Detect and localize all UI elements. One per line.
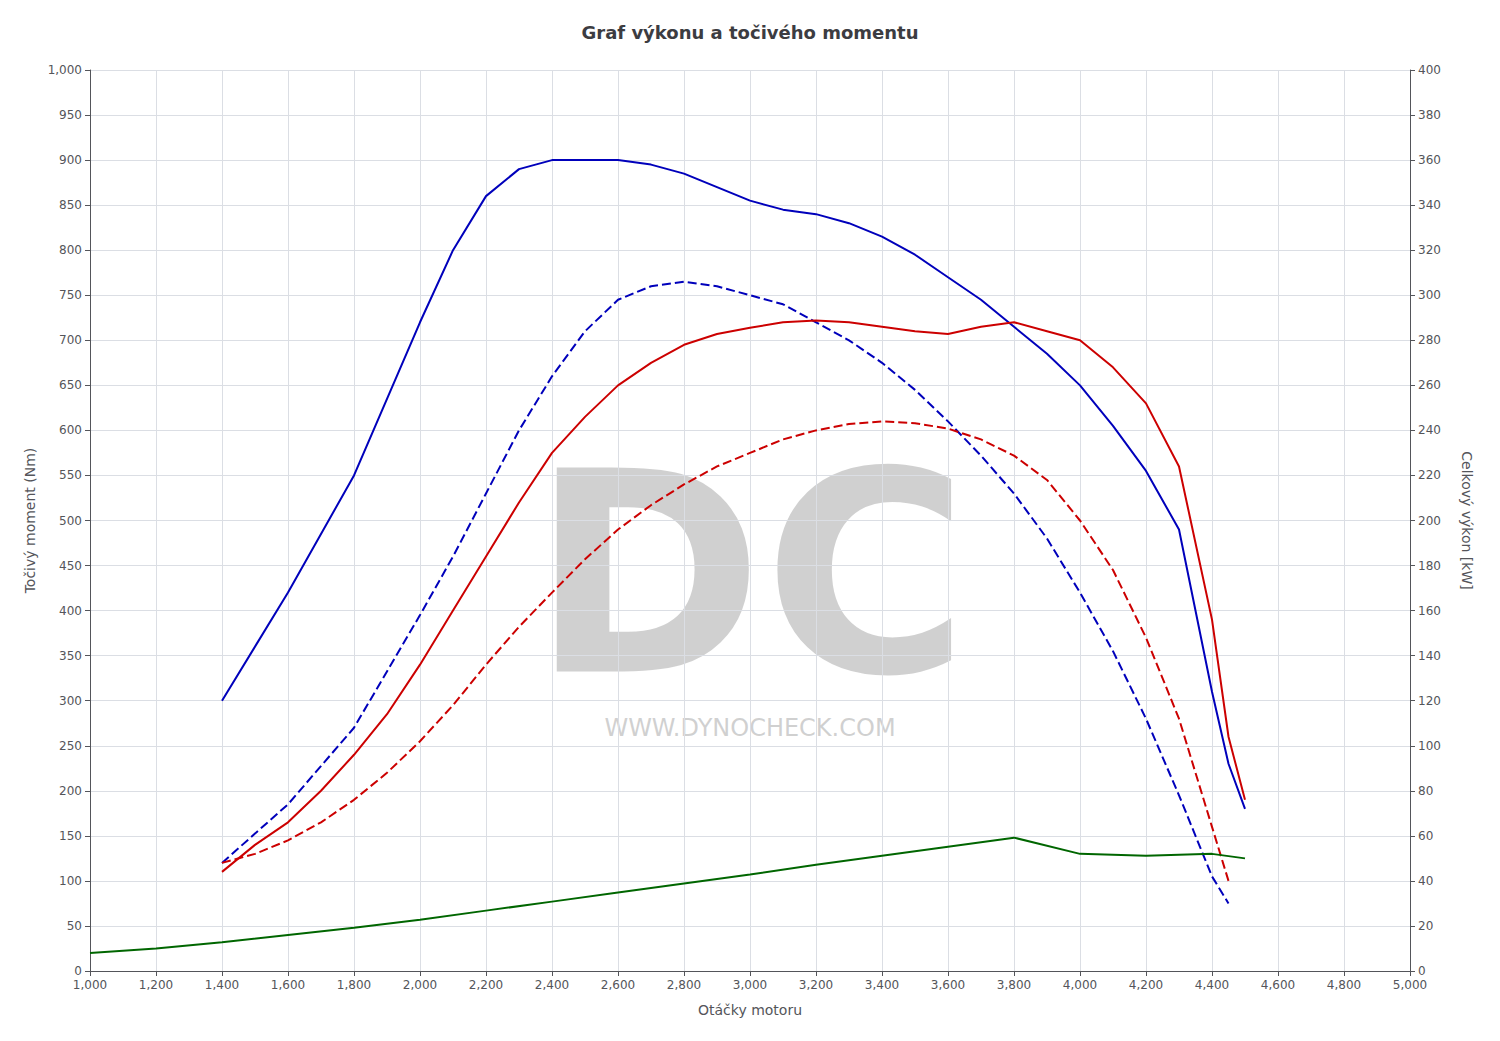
svg-text:1,800: 1,800: [337, 978, 371, 992]
svg-text:4,800: 4,800: [1327, 978, 1361, 992]
svg-text:3,400: 3,400: [865, 978, 899, 992]
svg-text:380: 380: [1418, 108, 1441, 122]
svg-text:Graf výkonu a točivého momentu: Graf výkonu a točivého momentu: [581, 22, 918, 43]
svg-text:DC: DC: [531, 411, 969, 738]
svg-text:2,400: 2,400: [535, 978, 569, 992]
svg-text:180: 180: [1418, 559, 1441, 573]
svg-text:2,800: 2,800: [667, 978, 701, 992]
svg-text:3,200: 3,200: [799, 978, 833, 992]
svg-text:220: 220: [1418, 468, 1441, 482]
svg-text:400: 400: [59, 604, 82, 618]
svg-text:2,000: 2,000: [403, 978, 437, 992]
svg-text:400: 400: [1418, 63, 1441, 77]
svg-text:320: 320: [1418, 243, 1441, 257]
svg-text:3,800: 3,800: [997, 978, 1031, 992]
svg-text:750: 750: [59, 288, 82, 302]
svg-text:1,400: 1,400: [205, 978, 239, 992]
svg-text:4,000: 4,000: [1063, 978, 1097, 992]
svg-text:650: 650: [59, 378, 82, 392]
svg-text:340: 340: [1418, 198, 1441, 212]
svg-text:450: 450: [59, 559, 82, 573]
svg-text:100: 100: [1418, 739, 1441, 753]
svg-text:260: 260: [1418, 378, 1441, 392]
svg-text:Točivý moment (Nm): Točivý moment (Nm): [22, 448, 38, 595]
svg-text:950: 950: [59, 108, 82, 122]
svg-text:120: 120: [1418, 694, 1441, 708]
svg-text:350: 350: [59, 649, 82, 663]
svg-text:240: 240: [1418, 423, 1441, 437]
svg-text:60: 60: [1418, 829, 1433, 843]
svg-text:5,000: 5,000: [1393, 978, 1427, 992]
svg-text:80: 80: [1418, 784, 1433, 798]
svg-text:4,200: 4,200: [1129, 978, 1163, 992]
svg-text:4,600: 4,600: [1261, 978, 1295, 992]
svg-text:200: 200: [1418, 514, 1441, 528]
svg-text:50: 50: [67, 919, 82, 933]
svg-text:900: 900: [59, 153, 82, 167]
svg-text:100: 100: [59, 874, 82, 888]
svg-text:500: 500: [59, 514, 82, 528]
svg-text:1,200: 1,200: [139, 978, 173, 992]
svg-text:850: 850: [59, 198, 82, 212]
svg-text:250: 250: [59, 739, 82, 753]
svg-text:1,000: 1,000: [48, 63, 82, 77]
svg-text:200: 200: [59, 784, 82, 798]
svg-text:800: 800: [59, 243, 82, 257]
svg-text:280: 280: [1418, 333, 1441, 347]
svg-text:1,600: 1,600: [271, 978, 305, 992]
svg-text:1,000: 1,000: [73, 978, 107, 992]
svg-text:4,400: 4,400: [1195, 978, 1229, 992]
svg-text:140: 140: [1418, 649, 1441, 663]
svg-text:3,000: 3,000: [733, 978, 767, 992]
svg-text:700: 700: [59, 333, 82, 347]
svg-text:0: 0: [74, 964, 82, 978]
svg-text:2,200: 2,200: [469, 978, 503, 992]
svg-text:0: 0: [1418, 964, 1426, 978]
svg-text:160: 160: [1418, 604, 1441, 618]
svg-text:WWW.DYNOCHECK.COM: WWW.DYNOCHECK.COM: [604, 713, 896, 742]
svg-text:600: 600: [59, 423, 82, 437]
svg-text:Otáčky motoru: Otáčky motoru: [698, 1002, 802, 1018]
svg-text:150: 150: [59, 829, 82, 843]
svg-text:550: 550: [59, 468, 82, 482]
svg-text:20: 20: [1418, 919, 1433, 933]
svg-text:300: 300: [1418, 288, 1441, 302]
svg-text:Celkový výkon [kW]: Celkový výkon [kW]: [1459, 451, 1475, 589]
svg-text:2,600: 2,600: [601, 978, 635, 992]
svg-text:40: 40: [1418, 874, 1433, 888]
svg-text:360: 360: [1418, 153, 1441, 167]
svg-text:3,600: 3,600: [931, 978, 965, 992]
svg-text:300: 300: [59, 694, 82, 708]
